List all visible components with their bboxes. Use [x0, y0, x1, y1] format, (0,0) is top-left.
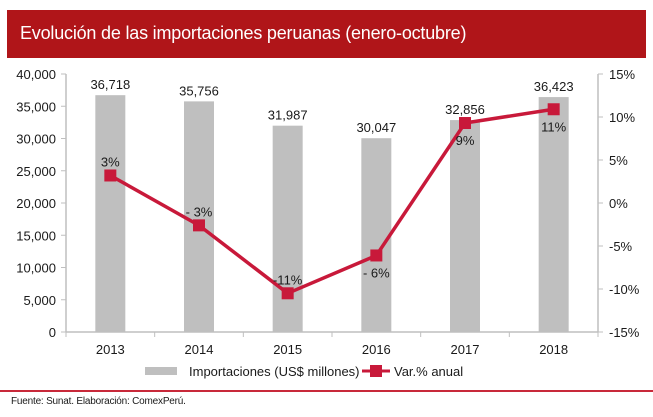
bar-value-label: 30,047 [356, 120, 396, 135]
chart-area: 0 5,000 10,000 15,000 20,000 25,000 30,000 35,0… [16, 67, 640, 379]
y-right-tick-label: -15% [609, 325, 640, 340]
bar-2017 [450, 120, 480, 332]
axes: 0 5,000 10,000 15,000 20,000 25,000 30,000 35,0… [16, 67, 640, 357]
x-tick-label: 2014 [185, 342, 214, 357]
y-right-tick-label: 0% [609, 196, 628, 211]
x-tick-label: 2017 [451, 342, 480, 357]
x-tick-label: 2018 [539, 342, 568, 357]
y-left-tick-label: 35,000 [16, 99, 56, 114]
y-left-tick-label: 10,000 [16, 261, 56, 276]
y-right-tick-label: -10% [609, 282, 640, 297]
var-marker-2013 [104, 169, 117, 182]
y-right-tick-label: 5% [609, 153, 628, 168]
x-tick-label: 2015 [273, 342, 302, 357]
bar-value-label: 35,756 [179, 83, 219, 98]
y-left-tick-label: 20,000 [16, 196, 56, 211]
legend-line-label: Var.% anual [394, 364, 463, 379]
var-value-label: -11% [273, 272, 303, 287]
legend-bar-label: Importaciones (US$ millones) [189, 364, 360, 379]
footer-divider [0, 390, 653, 392]
var-value-label: 11% [541, 119, 566, 134]
bar-value-label: 36,423 [534, 79, 574, 94]
source-note: Fuente: Sunat. Elaboración: ComexPerú. [11, 396, 186, 407]
bar-value-label: 32,856 [445, 102, 485, 117]
bar-series [95, 95, 569, 332]
var-marker-2015 [281, 287, 294, 300]
legend-line-marker [370, 365, 382, 377]
chart-title: Evolución de las importaciones peruanas … [20, 23, 467, 43]
var-marker-2017 [459, 117, 471, 130]
var-marker-2016 [370, 249, 383, 262]
y-right-tick-label: -5% [609, 239, 633, 254]
x-tick-label: 2016 [362, 342, 391, 357]
bar-2015 [272, 125, 303, 332]
y-left-tick-label: 30,000 [16, 132, 56, 147]
var-value-label: - 3% [186, 204, 213, 219]
var-value-label: 3% [101, 154, 120, 169]
y-left-tick-label: 5,000 [23, 293, 56, 308]
legend-bar-swatch [145, 367, 177, 375]
var-value-label: - 6% [363, 265, 390, 280]
legend: Importaciones (US$ millones) Var.% anual [145, 364, 463, 379]
y-left-tick-label: 40,000 [16, 67, 56, 82]
bar-2018 [538, 97, 569, 332]
bar-2016 [361, 138, 392, 332]
var-line [109, 107, 554, 296]
y-left-tick-label: 25,000 [16, 164, 56, 179]
var-value-label: 9% [456, 133, 475, 148]
y-left-tick-label: 15,000 [16, 228, 56, 243]
data-labels: 36,718 35,756 31,987 30,047 32,856 36,423 3% - … [90, 77, 573, 287]
chart-header: Evolución de las importaciones peruanas … [7, 10, 646, 58]
var-marker-2014 [193, 219, 205, 232]
y-right-tick-label: 10% [609, 110, 635, 125]
bar-2013 [95, 95, 126, 332]
bar-value-label: 31,987 [268, 108, 308, 123]
var-marker-2018 [547, 103, 560, 116]
bar-2014 [184, 101, 214, 332]
line-series [104, 103, 560, 300]
y-right-tick-label: 15% [609, 67, 635, 82]
bar-value-label: 36,718 [90, 77, 130, 92]
y-left-tick-label: 0 [49, 325, 56, 340]
x-tick-label: 2013 [96, 342, 125, 357]
